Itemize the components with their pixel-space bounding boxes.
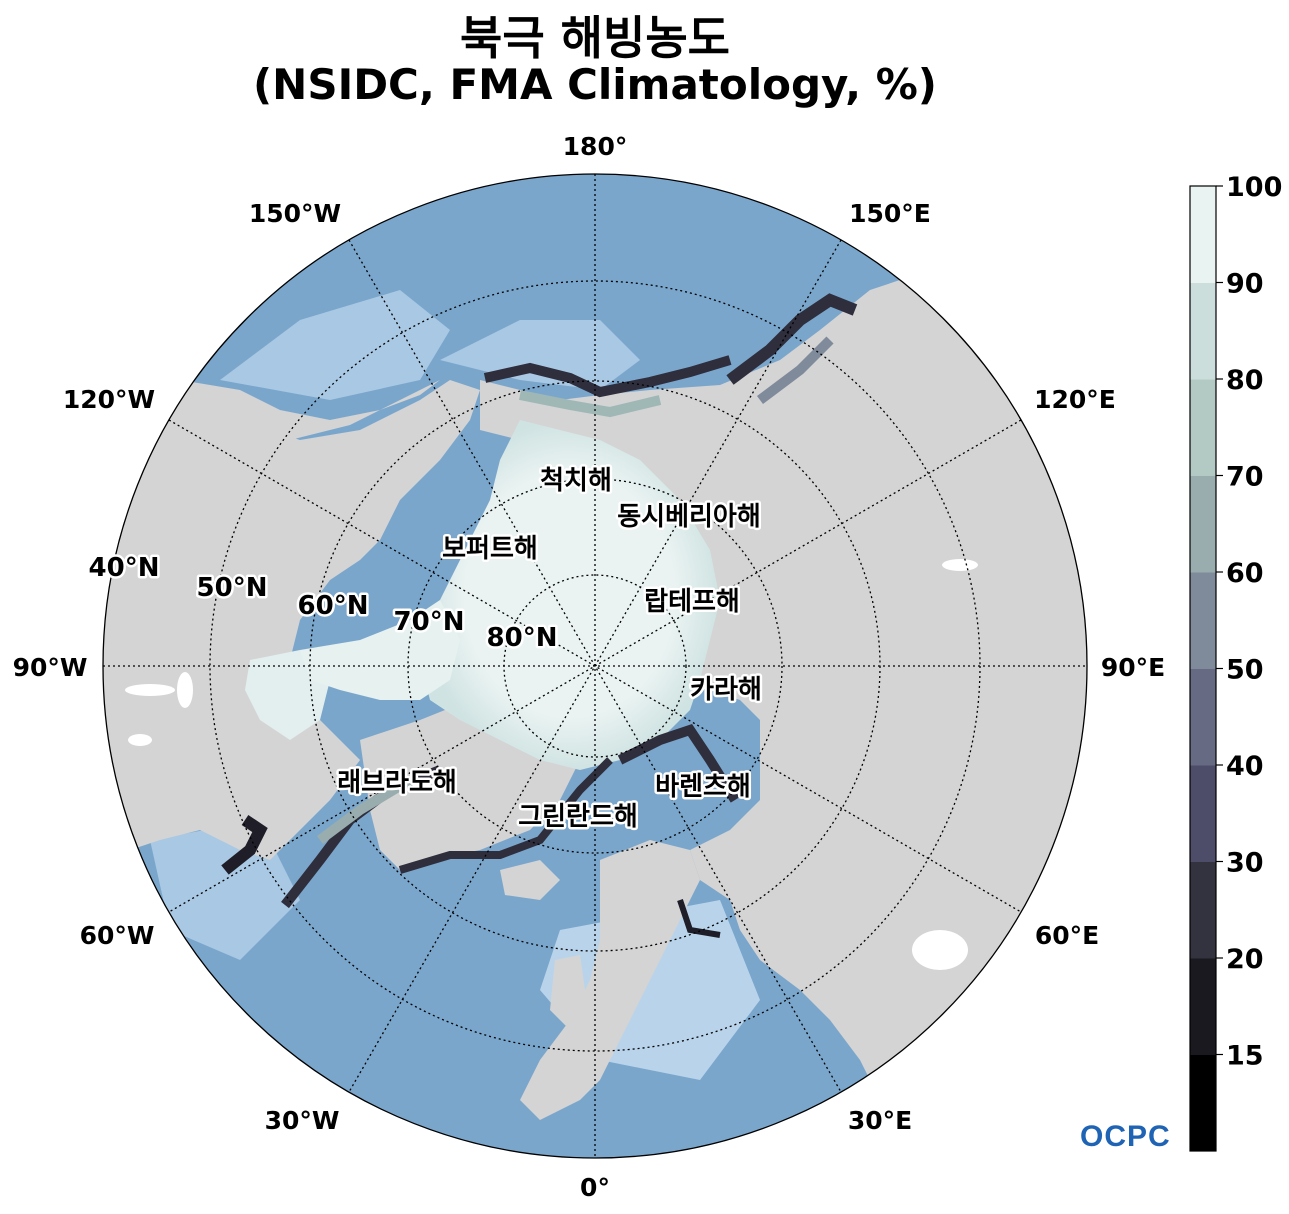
shelf-water <box>220 290 450 400</box>
ocpc-logo: OCPC <box>1080 1120 1171 1153</box>
lat-label-70n: 70°N <box>394 607 465 637</box>
lat-label-80n: 80°N <box>487 623 558 653</box>
colorbar-segment <box>1190 765 1216 862</box>
land-britain <box>550 955 585 1030</box>
colorbar-segment <box>1190 958 1216 1055</box>
colorbar-segment <box>1190 282 1216 380</box>
colorbar-segment <box>1190 1054 1216 1152</box>
lon-label-30e: 30°E <box>848 1106 912 1135</box>
colorbar-tick-label: 15 <box>1226 1041 1264 1072</box>
lon-label-90w: 90°W <box>13 653 88 682</box>
land-europe <box>520 840 700 1120</box>
ice-edge-gulf <box>221 815 268 875</box>
ice-edge-greenland <box>398 757 613 874</box>
colorbar-segment <box>1190 186 1216 283</box>
sea-label-labrador: 래브라도해 <box>337 768 457 798</box>
lon-label-90e: 90°E <box>1101 653 1165 682</box>
lat-label-50n: 50°N <box>197 573 268 603</box>
ice-edge-okhotsk-inner <box>757 336 834 404</box>
lon-label-150w: 150°W <box>249 199 341 228</box>
colorbar-segment <box>1190 379 1216 476</box>
lat-label-60n: 60°N <box>298 591 369 621</box>
colorbar-segment <box>1190 668 1216 766</box>
colorbar-tick-label: 100 <box>1226 172 1282 203</box>
colorbar-tick-label: 80 <box>1226 365 1264 396</box>
chart-title: 북극 해빙농도 <box>460 11 730 65</box>
map-boundary <box>102 173 1088 1159</box>
land-north-america <box>103 380 480 860</box>
lake <box>942 559 978 571</box>
lake <box>912 930 968 970</box>
graticule <box>103 174 1087 1158</box>
ice-edge-okhotsk <box>726 293 858 385</box>
lon-label-60e: 60°E <box>1035 921 1099 950</box>
colorbar-segment <box>1190 475 1216 573</box>
ice-edge-barents <box>617 724 740 803</box>
colorbar-tick-label: 50 <box>1226 655 1264 686</box>
lake <box>125 684 175 696</box>
chart-subtitle: (NSIDC, FMA Climatology, %) <box>252 60 938 109</box>
lake <box>128 734 152 746</box>
canadian-archipelago-ice <box>300 600 460 700</box>
colorbar-tick-label: 90 <box>1226 269 1264 300</box>
lon-label-60w: 60°W <box>80 921 155 950</box>
sea-label-greenland: 그린란드해 <box>518 802 638 832</box>
land-alaska <box>180 380 440 440</box>
colorbar-tick-label: 60 <box>1226 558 1264 589</box>
lon-label-120e: 120°E <box>1034 385 1116 414</box>
ice-edge-baltic <box>677 899 721 938</box>
lon-label-120w: 120°W <box>63 385 155 414</box>
colorbar-tick-label: 70 <box>1226 462 1264 493</box>
ice-edge-bering <box>483 355 732 398</box>
colorbar-segment <box>1190 861 1216 959</box>
sea-label-chukchi: 척치해 <box>540 466 612 496</box>
colorbar-segment <box>1190 572 1216 669</box>
lat-label-40n: 40°N <box>89 553 160 583</box>
lake <box>177 672 193 708</box>
sea-label-beaufort: 보퍼트해 <box>442 534 538 564</box>
lon-label-180: 180° <box>563 132 628 161</box>
sea-label-laptev: 랍테프해 <box>644 587 740 617</box>
land-iceland <box>500 860 560 900</box>
sea-label-barents: 바렌츠해 <box>655 772 751 802</box>
sea-label-kara: 카라해 <box>690 675 762 705</box>
lon-label-30w: 30°W <box>265 1106 340 1135</box>
colorbar-tick-label: 40 <box>1226 751 1264 782</box>
colorbar-tick-label: 20 <box>1226 944 1264 975</box>
ice-edge-labrador-inner <box>317 775 413 844</box>
lon-label-0: 0° <box>580 1173 610 1202</box>
colorbar: 100 90 80 70 60 50 40 30 20 15 <box>1189 172 1282 1152</box>
ice-edge-bering-inner <box>519 390 662 418</box>
colorbar-tick-label: 30 <box>1226 848 1264 879</box>
sea-label-east-siberian: 동시베리아해 <box>617 502 761 532</box>
lon-label-150e: 150°E <box>849 199 931 228</box>
